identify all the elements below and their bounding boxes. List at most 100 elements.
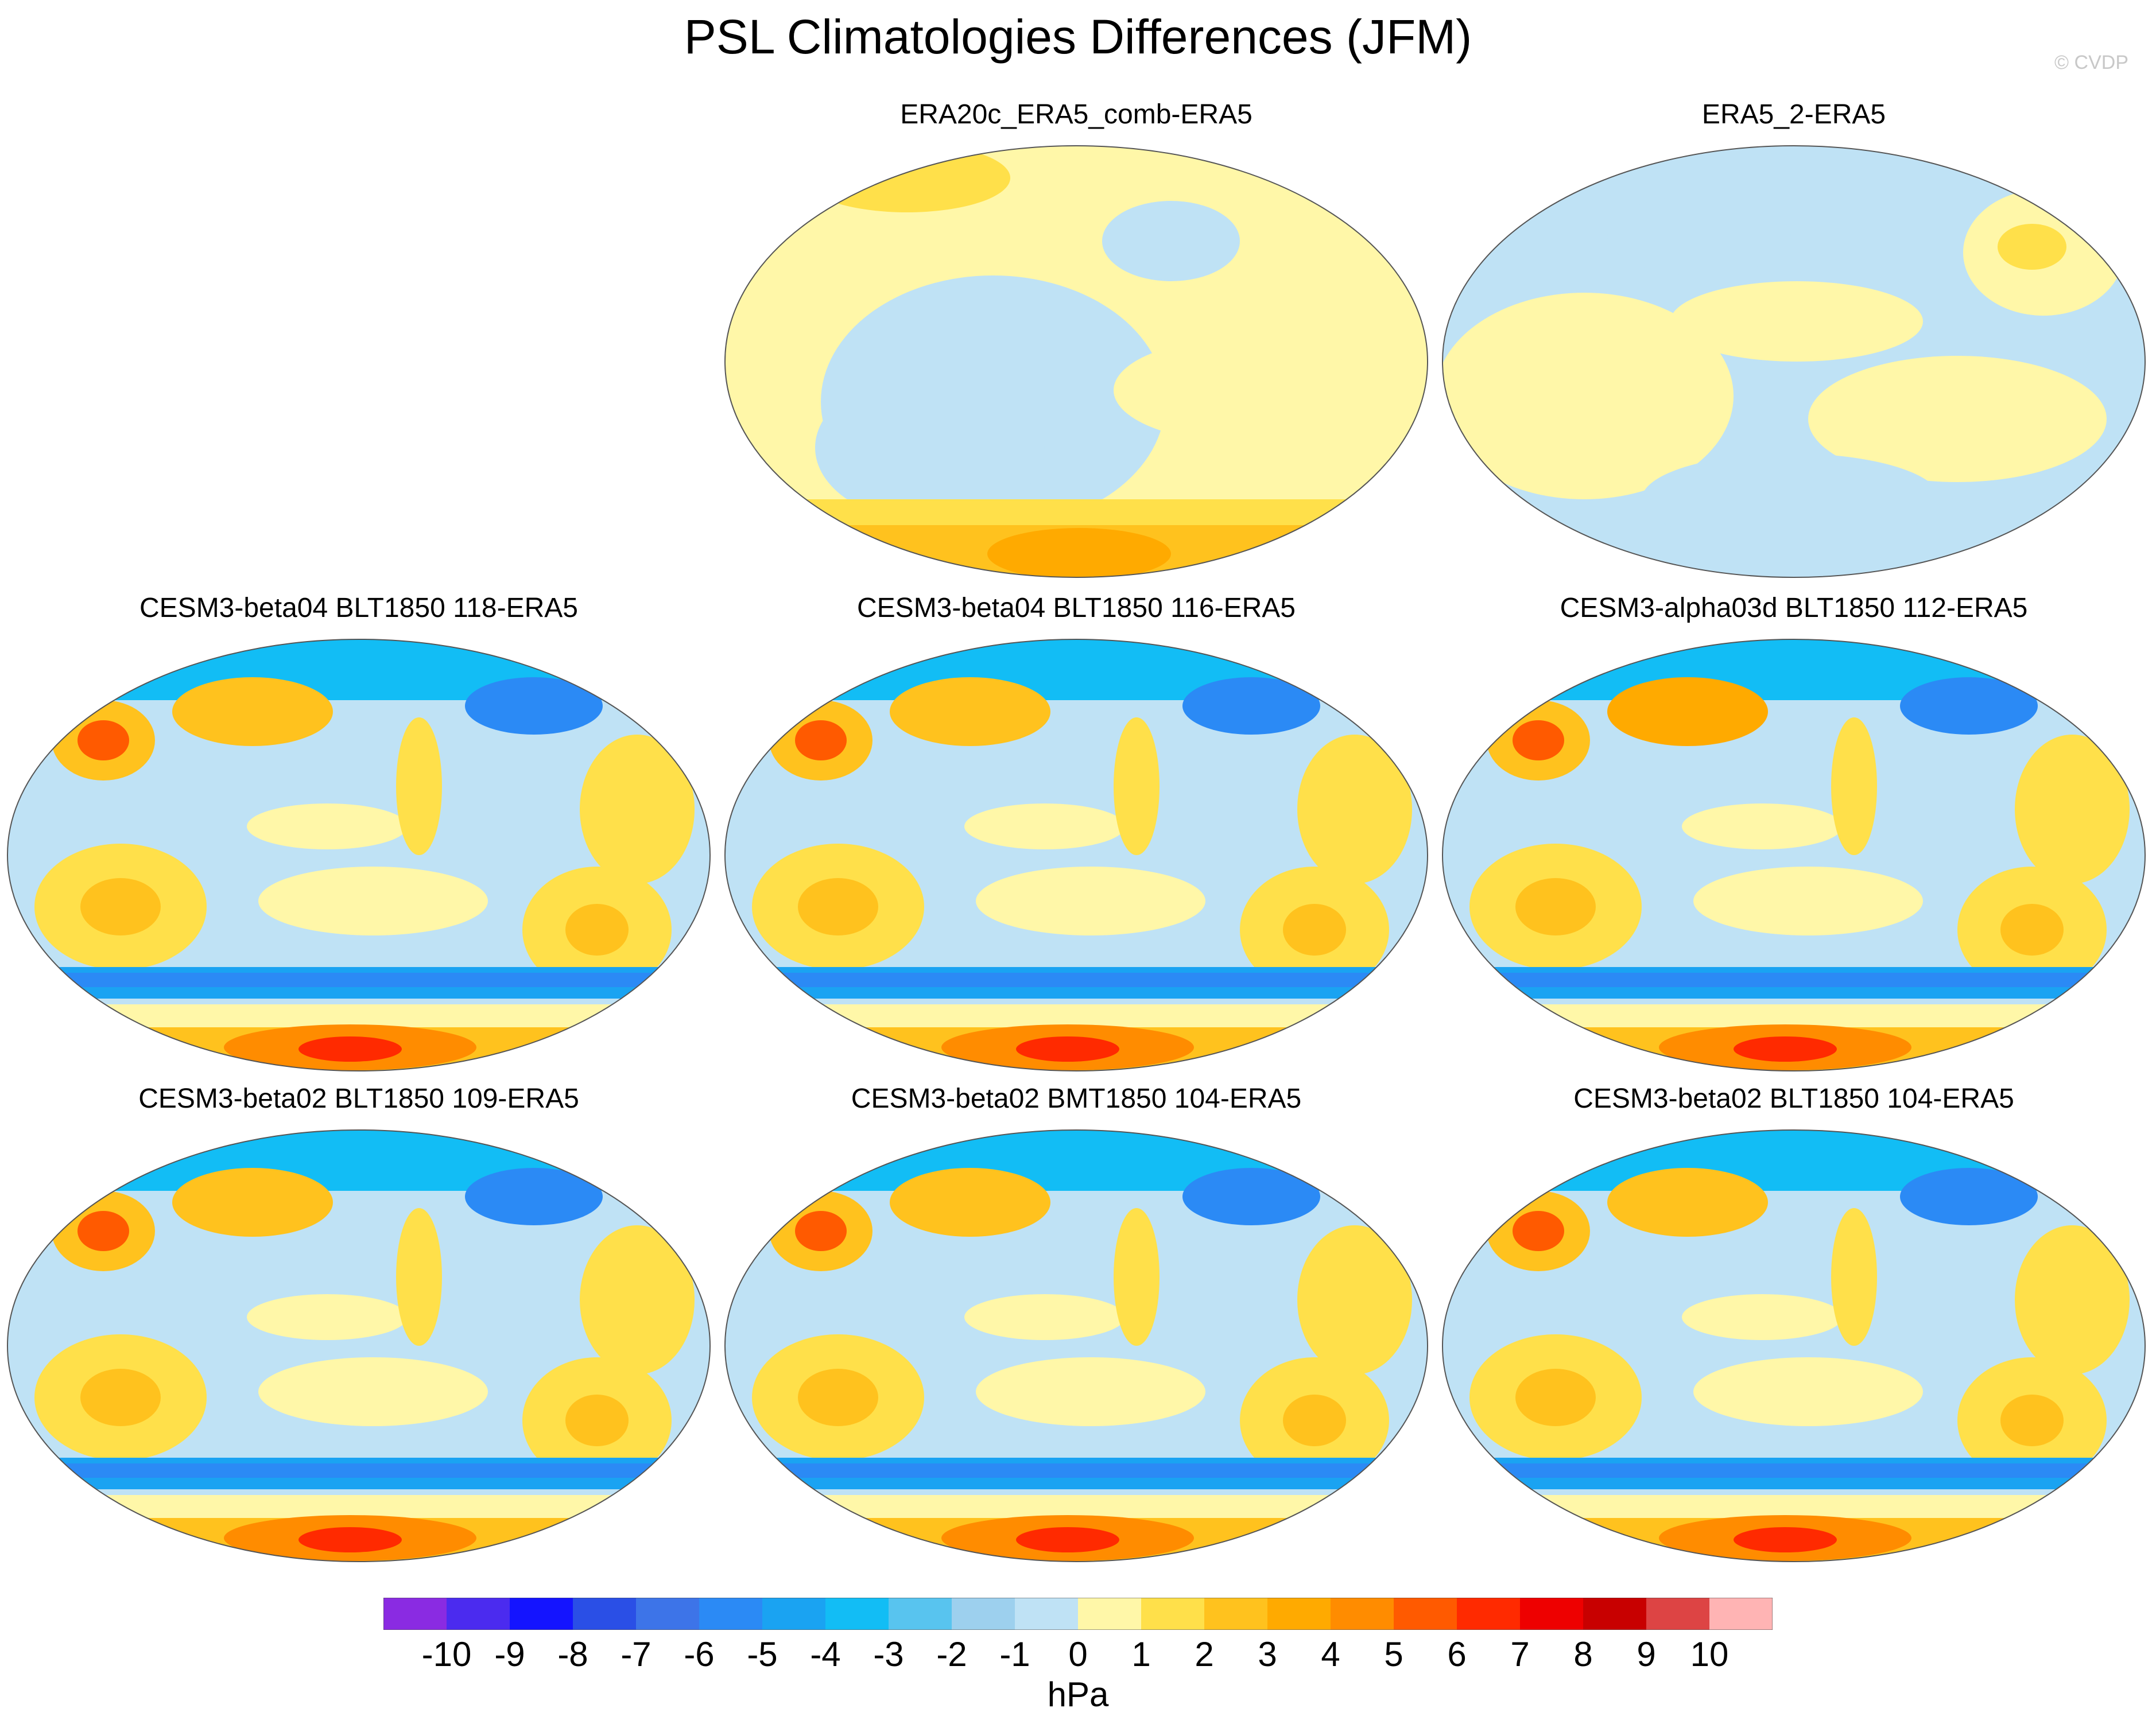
colorbar-tick: -8: [557, 1635, 588, 1673]
colorbar-swatch: [889, 1598, 952, 1630]
andes-positive: [1831, 717, 1877, 855]
colorbar-tick: -9: [494, 1635, 525, 1673]
panel-title: CESM3-beta02 BMT1850 104-ERA5: [851, 1084, 1302, 1114]
andes-positive: [1114, 1208, 1160, 1346]
field-contours: [1442, 146, 2145, 577]
north-pacific-positive: [1607, 677, 1768, 746]
colorbar-swatch: [762, 1598, 826, 1630]
south-pacific-positive: [1693, 1357, 1923, 1426]
map-outline: [724, 145, 1428, 578]
atlantic-positive: [1297, 735, 1412, 884]
atlantic-positive: [1297, 1225, 1412, 1374]
map-panel: CESM3-beta04 BLT1850 116-ERA5: [723, 591, 1429, 1079]
tropical-pacific-positive: [247, 803, 408, 849]
map-outline: [7, 639, 711, 1071]
colorbar-tick: 3: [1258, 1635, 1277, 1673]
southern-ocean-core: [725, 1463, 1428, 1478]
north-atlantic-negative: [1900, 677, 2038, 735]
colorbar-swatch: [1457, 1598, 1521, 1630]
map-panel: CESM3-beta02 BMT1850 104-ERA5: [723, 1082, 1429, 1570]
colorbar-tick: 4: [1321, 1635, 1340, 1673]
colorbar-tick: 8: [1573, 1635, 1593, 1673]
tibet-max: [77, 720, 129, 760]
north-atlantic-negative: [1182, 1168, 1320, 1225]
indian-ocean-core: [798, 1369, 878, 1426]
robinson-map: [1442, 145, 2146, 578]
map-panel: ERA20c_ERA5_comb-ERA5: [723, 98, 1429, 585]
andes-positive: [396, 717, 442, 855]
colorbar-tick: -3: [873, 1635, 904, 1673]
tibet-max: [795, 720, 847, 760]
antarctic-max: [987, 528, 1171, 577]
robinson-map: [7, 1129, 711, 1562]
colorbar-swatch: [1141, 1598, 1205, 1630]
map-panel: ERA5_2-ERA5: [1441, 98, 2147, 585]
north-atlantic-negative: [1182, 677, 1320, 735]
south-atlantic-core: [1283, 904, 1346, 956]
eurasia-max: [1998, 224, 2066, 270]
antarctic-edge: [1442, 1004, 2145, 1027]
indian-ocean-core: [1515, 1369, 1596, 1426]
south-atlantic-core: [565, 1395, 629, 1446]
field-contours: [725, 639, 1428, 1071]
arctic-negative-band: [1442, 639, 2145, 700]
colorbar-swatch: [1331, 1598, 1394, 1630]
antarctic-edge: [7, 1004, 710, 1027]
map-outline: [1442, 639, 2146, 1071]
andes-positive: [396, 1208, 442, 1346]
colorbar: [383, 1598, 1773, 1630]
indian-ocean-positive: [1442, 293, 1734, 499]
north-atlantic-negative: [465, 677, 603, 735]
colorbar-swatch: [1015, 1598, 1079, 1630]
map-outline: [1442, 145, 2146, 578]
indian-ocean-core: [798, 878, 878, 935]
robinson-map: [724, 145, 1428, 578]
map-outline: [724, 1129, 1428, 1562]
tibet-max: [77, 1211, 129, 1251]
robinson-map: [1442, 639, 2146, 1071]
colorbar-swatch: [699, 1598, 763, 1630]
map-panel: CESM3-alpha03d BLT1850 112-ERA5: [1441, 591, 2147, 1079]
colorbar-swatch: [952, 1598, 1015, 1630]
colorbar-swatch: [636, 1598, 700, 1630]
colorbar-units: hPa: [1047, 1675, 1109, 1714]
page-title: PSL Climatologies Differences (JFM): [684, 10, 1472, 64]
map-outline: [1442, 1129, 2146, 1562]
panel-title: CESM3-alpha03d BLT1850 112-ERA5: [1560, 593, 2028, 623]
southern-ocean-core: [7, 973, 710, 987]
tropical-pacific-positive: [964, 1294, 1125, 1340]
tropical-pacific-positive: [1682, 1294, 1843, 1340]
map-outline: [724, 639, 1428, 1071]
north-america-negative: [1102, 201, 1240, 281]
tibet-max: [1513, 1211, 1564, 1251]
andes-positive: [1831, 1208, 1877, 1346]
colorbar-swatches: [383, 1598, 1773, 1630]
robinson-map: [7, 639, 711, 1071]
southern-ocean-core: [1442, 973, 2145, 987]
colorbar-swatch: [1646, 1598, 1710, 1630]
north-pacific-positive: [890, 1168, 1050, 1237]
colorbar-swatch: [1709, 1598, 1773, 1630]
southern-ocean-core: [1442, 1463, 2145, 1478]
arctic-negative-band: [7, 1130, 710, 1191]
panel-title: CESM3-beta02 BLT1850 109-ERA5: [138, 1084, 579, 1114]
tropical-positive: [1670, 281, 1923, 362]
map-outline: [7, 1129, 711, 1562]
colorbar-swatch: [1520, 1598, 1584, 1630]
antarctic-edge: [725, 1004, 1428, 1027]
arctic-negative-band: [7, 639, 710, 700]
south-pacific-positive: [976, 867, 1205, 935]
south-pacific-positive: [258, 1357, 488, 1426]
colorbar-tick: -4: [810, 1635, 841, 1673]
north-pacific-positive: [1607, 1168, 1768, 1237]
arctic-negative-band: [1442, 1130, 2145, 1191]
colorbar-swatch: [825, 1598, 889, 1630]
robinson-map: [724, 1129, 1428, 1562]
colorbar-tick: -7: [621, 1635, 652, 1673]
panel-title: CESM3-beta04 BLT1850 118-ERA5: [139, 593, 578, 623]
colorbar-tick: 7: [1510, 1635, 1530, 1673]
colorbar-swatch: [1267, 1598, 1331, 1630]
south-atlantic-core: [2000, 1395, 2064, 1446]
map-panel: CESM3-beta02 BLT1850 109-ERA5: [6, 1082, 712, 1570]
north-pacific-positive: [890, 677, 1050, 746]
